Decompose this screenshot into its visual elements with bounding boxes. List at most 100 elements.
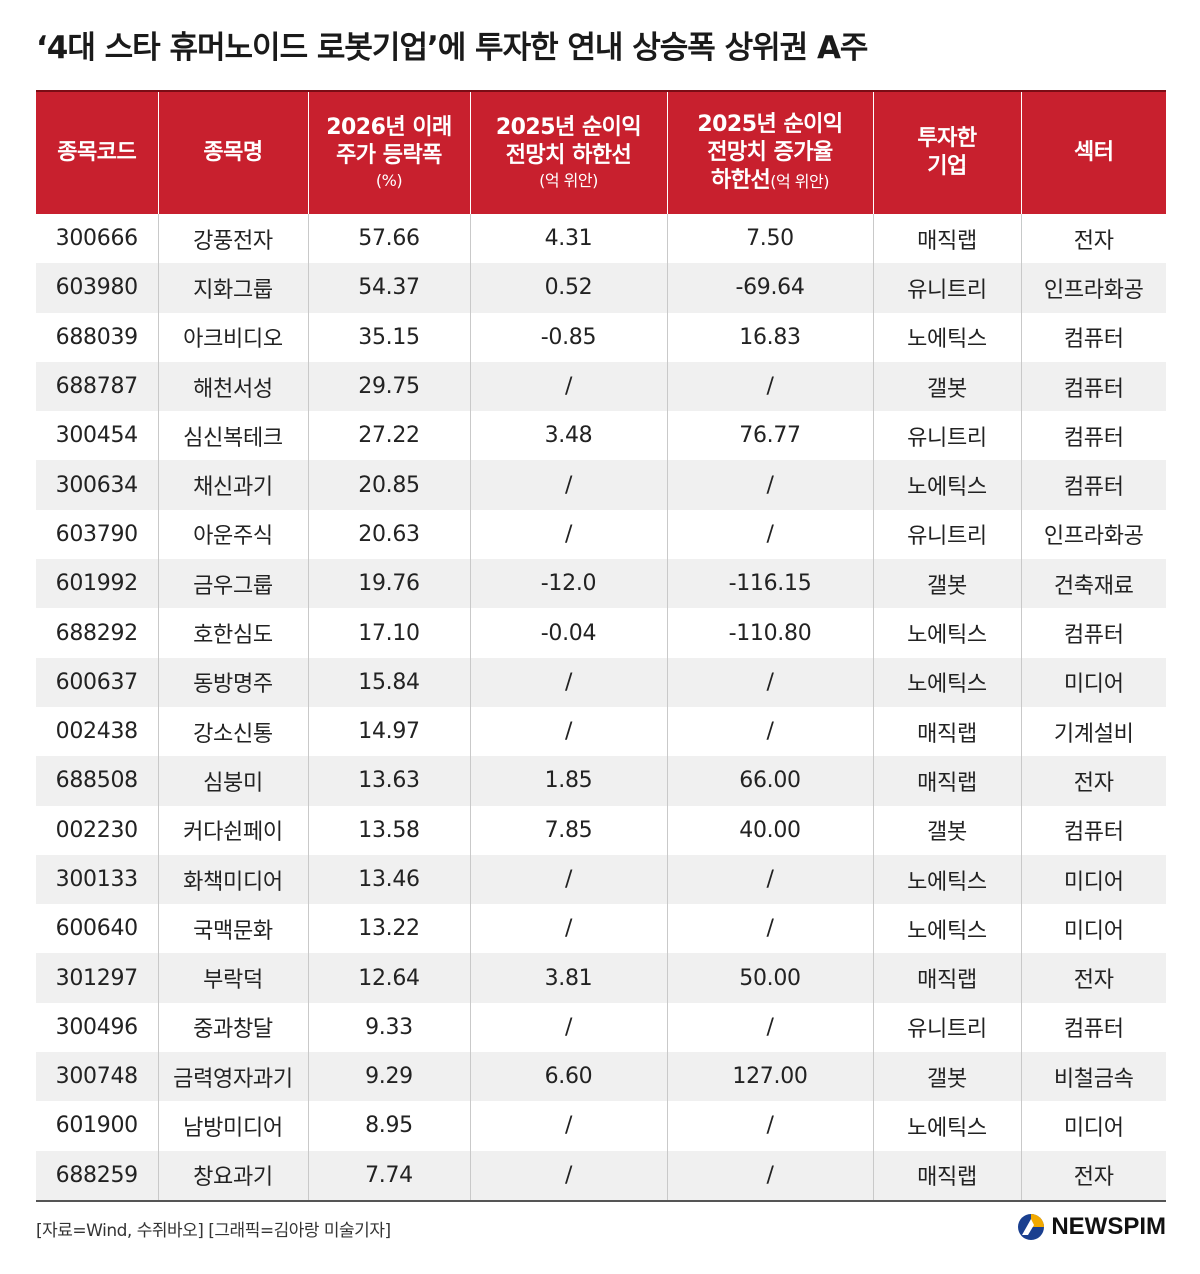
cell-change: 12.64 bbox=[307, 953, 470, 1003]
cell-profit: 4.31 bbox=[469, 214, 667, 264]
cell-name: 남방미디어 bbox=[157, 1101, 308, 1151]
table-row: 688787 해천서성 29.75// 갤봇 컴퓨터 bbox=[36, 361, 1166, 412]
cell-sector: 비철금속 bbox=[1020, 1052, 1166, 1102]
cell-code: 601900 bbox=[55, 1113, 138, 1139]
cell-change: 9.29 bbox=[307, 1052, 470, 1102]
cell-code: 301297 bbox=[36, 953, 158, 1003]
header-profit-line1: 2025년 순이익 bbox=[495, 115, 642, 140]
cell-profit: 3.81 bbox=[469, 953, 667, 1003]
table-row: 002438 강소신통 14.97// 매직랩 기계설비 bbox=[36, 706, 1166, 757]
cell-profit: -0.04 bbox=[469, 608, 667, 658]
cell-investor: 갤봇 bbox=[872, 805, 1021, 855]
cell-change: 13.46 bbox=[307, 854, 470, 905]
page-title: ‘4대 스타 휴머노이드 로봇기업’에 투자한 연내 상승폭 상위권 A주 bbox=[36, 30, 868, 66]
cell-change: 8.95 bbox=[307, 1101, 470, 1151]
cell-growth: / bbox=[666, 706, 873, 757]
cell-change: 29.75 bbox=[307, 361, 470, 412]
cell-code: 688039 bbox=[55, 324, 138, 350]
cell-name: 지화그룹 bbox=[157, 263, 308, 313]
header-name-label: 종목명 bbox=[203, 140, 263, 165]
cell-sector: 미디어 bbox=[1020, 904, 1166, 954]
cell-code: 300666 bbox=[55, 226, 138, 252]
cell-sector: 기계설비 bbox=[1020, 706, 1166, 757]
table-body: 300666 강풍전자 57.66 4.31 7.50 매직랩 전자 603980 지화그룹 54… bbox=[36, 214, 1166, 1202]
cell-growth: / bbox=[666, 1101, 873, 1151]
cell-change: 17.10 bbox=[307, 608, 470, 658]
cell-name: 심신복테크 bbox=[157, 411, 308, 461]
header-change-unit: (%) bbox=[375, 171, 403, 190]
cell-name: 중과창달 bbox=[157, 1002, 308, 1053]
cell-investor: 노에틱스 bbox=[872, 608, 1021, 658]
cell-name: 창요과기 bbox=[157, 1150, 308, 1202]
cell-investor: 노에틱스 bbox=[872, 657, 1021, 707]
newspim-logo-text: NEWSPIM bbox=[1051, 1213, 1166, 1240]
cell-name: 호한심도 bbox=[157, 608, 308, 658]
header-growth-line2: 전망치 증가율 bbox=[707, 139, 833, 165]
cell-growth: / bbox=[666, 1002, 873, 1053]
source-credit: [자료=Wind, 수쥐바오] [그래픽=김아랑 미술기자] bbox=[36, 1221, 391, 1241]
cell-sector: 전자 bbox=[1020, 953, 1166, 1003]
cell-change: 15.84 bbox=[307, 657, 470, 707]
cell-investor: 유니트리 bbox=[872, 411, 1021, 461]
cell-sector: 컴퓨터 bbox=[1020, 312, 1166, 362]
cell-name: 금우그룹 bbox=[157, 559, 308, 609]
table-row: 002230 커다쉰페이 13.58 7.85 40.00 갤봇 컴퓨터 bbox=[36, 805, 1166, 855]
table-row: 301297 부락덕 12.64 3.81 50.00 매직랩 전자 bbox=[36, 953, 1166, 1003]
cell-investor: 매직랩 bbox=[872, 953, 1021, 1003]
cell-investor: 갤봇 bbox=[872, 1052, 1021, 1102]
header-growth-line3: 하한선 bbox=[711, 167, 771, 193]
cell-profit: / bbox=[469, 657, 667, 707]
cell-profit: -0.85 bbox=[469, 312, 667, 362]
cell-change: 35.15 bbox=[307, 312, 470, 362]
cell-name: 강소신통 bbox=[157, 706, 308, 757]
header-code: 종목코드 bbox=[36, 90, 158, 214]
table-row: 688039 아크비디오 35.15 -0.85 16.83 노에틱스 컴퓨터 bbox=[36, 312, 1166, 362]
table-row: 603790 아운주식 20.63// 유니트리 인프라화공 bbox=[36, 509, 1166, 560]
cell-change: 54.37 bbox=[307, 263, 470, 313]
cell-sector: 인프라화공 bbox=[1020, 509, 1166, 560]
cell-growth: -110.80 bbox=[666, 608, 873, 658]
table-row: 300454 심신복테크 27.22 3.48 76.77 유니트리 컴퓨터 bbox=[36, 411, 1166, 461]
cell-investor: 유니트리 bbox=[872, 263, 1021, 313]
cell-sector: 미디어 bbox=[1020, 657, 1166, 707]
cell-code: 603980 bbox=[36, 263, 158, 313]
cell-code: 601992 bbox=[36, 559, 158, 609]
cell-investor: 노에틱스 bbox=[872, 1101, 1021, 1151]
cell-sector: 미디어 bbox=[1020, 854, 1166, 905]
cell-code: 300496 bbox=[55, 1014, 138, 1040]
header-investor-line2: 기업 bbox=[927, 154, 967, 179]
cell-code: 300634 bbox=[36, 460, 158, 510]
header-code-label: 종목코드 bbox=[57, 140, 137, 165]
cell-code: 002230 bbox=[55, 817, 138, 843]
cell-investor: 노에틱스 bbox=[872, 312, 1021, 362]
cell-change: 7.74 bbox=[307, 1150, 470, 1202]
stock-table: 종목코드 종목명 2026년 이래 주가 등락폭 (%) 2025년 순이익 전… bbox=[36, 90, 1166, 1202]
cell-name: 부락덕 bbox=[157, 953, 308, 1003]
cell-sector: 컴퓨터 bbox=[1020, 411, 1166, 461]
cell-code: 688259 bbox=[36, 1150, 158, 1202]
table-row: 688292 호한심도 17.10 -0.04 -110.80 노에틱스 컴퓨터 bbox=[36, 608, 1166, 658]
cell-change: 13.22 bbox=[307, 904, 470, 954]
cell-sector: 컴퓨터 bbox=[1020, 608, 1166, 658]
table-row: 600640 국맥문화 13.22// 노에틱스 미디어 bbox=[36, 904, 1166, 954]
cell-investor: 매직랩 bbox=[872, 706, 1021, 757]
cell-name: 화책미디어 bbox=[157, 854, 308, 905]
cell-investor: 매직랩 bbox=[872, 214, 1021, 264]
cell-change: 57.66 bbox=[307, 214, 470, 264]
table-row: 300748 금력영자과기 9.29 6.60 127.00 갤봇 비철금속 bbox=[36, 1052, 1166, 1102]
cell-growth: / bbox=[666, 460, 873, 510]
cell-profit: / bbox=[469, 706, 667, 757]
table-row: 601900 남방미디어 8.95// 노에틱스 미디어 bbox=[36, 1101, 1166, 1151]
cell-change: 27.22 bbox=[307, 411, 470, 461]
cell-change: 20.63 bbox=[307, 509, 470, 560]
cell-code: 688787 bbox=[36, 361, 158, 412]
cell-growth: / bbox=[666, 509, 873, 560]
cell-growth: -116.15 bbox=[666, 559, 873, 609]
header-profit-line2: 전망치 하한선 bbox=[505, 143, 632, 168]
header-profit-unit: (억 위안) bbox=[539, 171, 598, 190]
header-investor: 투자한 기업 bbox=[872, 90, 1021, 214]
cell-change: 19.76 bbox=[307, 559, 470, 609]
cell-investor: 매직랩 bbox=[872, 756, 1021, 806]
cell-name: 채신과기 bbox=[157, 460, 308, 510]
header-growth-unit: (억 위안) bbox=[770, 171, 829, 191]
